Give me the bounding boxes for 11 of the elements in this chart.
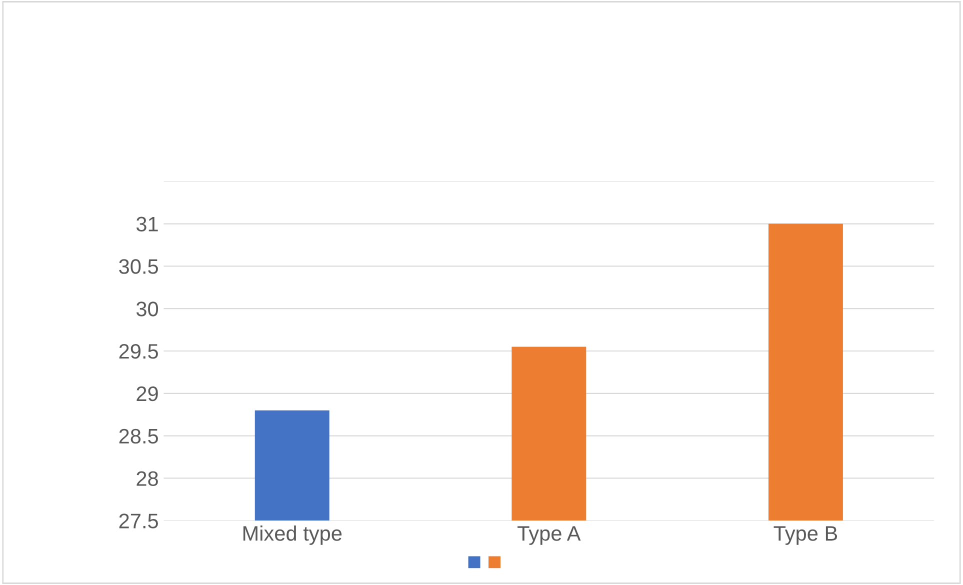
y-tick-label: 29 xyxy=(136,386,158,402)
y-tick-label: 28.5 xyxy=(119,428,158,444)
y-tick-label: 30 xyxy=(136,302,158,316)
y-tick-label: 27.5 xyxy=(119,514,158,528)
x-tick-label: Type A xyxy=(518,526,581,545)
y-tick-label: 29.5 xyxy=(119,344,158,359)
x-tick-label: Mixed type xyxy=(243,526,342,545)
y-tick-label: 31 xyxy=(136,216,158,232)
y-tick-label: 28 xyxy=(136,471,158,486)
x-tick-label: Type B xyxy=(774,526,838,545)
y-tick-label: 30.5 xyxy=(119,259,158,274)
